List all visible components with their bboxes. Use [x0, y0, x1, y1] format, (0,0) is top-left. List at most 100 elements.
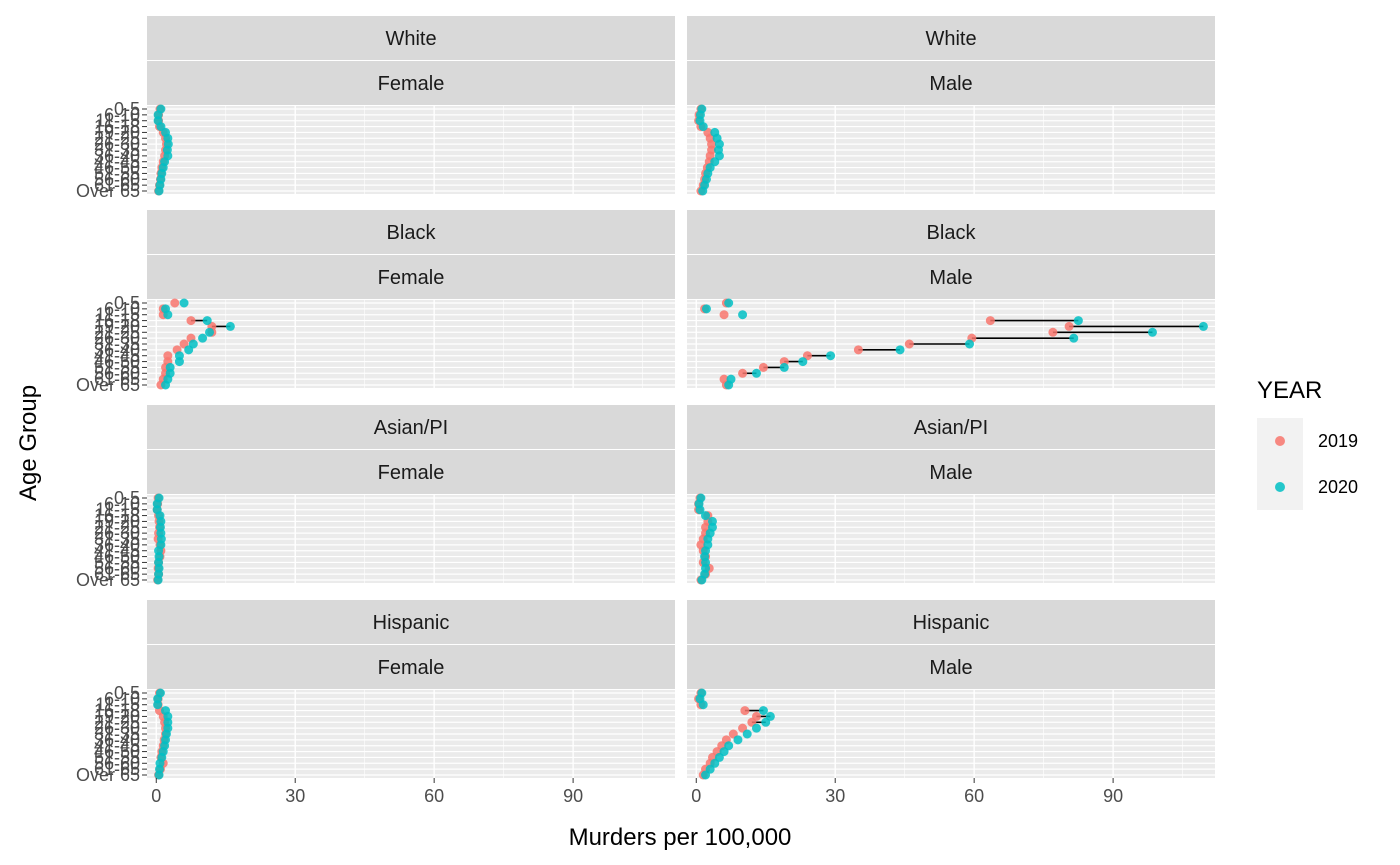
strip-race-label: Hispanic: [913, 612, 990, 634]
point-2020: [724, 298, 734, 308]
point-2020: [701, 304, 711, 314]
y-tick-label: 6-10: [104, 689, 140, 709]
x-tick-label: 90: [563, 786, 583, 806]
y-tick-label: 0-5: [114, 488, 140, 508]
y-tick-label: 41-45: [94, 346, 140, 366]
strip-race-label: Asian/PI: [914, 417, 988, 439]
point-2020: [701, 511, 711, 521]
y-tick-label: 41-45: [94, 152, 140, 172]
x-tick-label: 30: [285, 786, 305, 806]
legend-title: YEAR: [1257, 377, 1322, 404]
strip-sex: [687, 645, 1215, 689]
x-tick-label: 60: [964, 786, 984, 806]
x-tick-label: 60: [424, 786, 444, 806]
y-tick-label: 31-35: [94, 529, 140, 549]
y-tick-label: 0-5: [114, 99, 140, 119]
y-tick-label: 19-20: [94, 511, 140, 531]
strip-race: [147, 405, 675, 449]
strip-race-label: Black: [387, 222, 437, 244]
strip-sex-label: Female: [378, 267, 445, 289]
y-tick-label: 61-65: [94, 369, 140, 389]
point-2019: [985, 316, 995, 326]
point-2019: [853, 345, 863, 355]
y-tick-label: 61-65: [94, 564, 140, 584]
point-2020: [751, 368, 761, 378]
y-tick-label: 0-5: [114, 293, 140, 313]
y-tick-label: 56-60: [94, 363, 140, 383]
point-2019: [738, 368, 748, 378]
point-2020: [751, 723, 761, 733]
legend: YEAR 2019 2020: [1257, 377, 1358, 510]
point-2020: [697, 575, 707, 585]
y-tick-label: Over 65: [76, 765, 140, 785]
x-axis-title: Murders per 100,000: [569, 824, 792, 851]
y-tick-label: 51-55: [94, 357, 140, 377]
legend-marker-2019: [1275, 436, 1285, 446]
y-tick-label: 19-20: [94, 316, 140, 336]
y-tick-label: 6-10: [104, 299, 140, 319]
y-tick-label: 16-18: [94, 506, 140, 526]
strip-sex: [687, 450, 1215, 494]
y-tick-label: Over 65: [76, 181, 140, 201]
y-tick-label: 11-15: [95, 695, 140, 715]
y-tick-label: 21-25: [94, 322, 140, 342]
axes: 0-56-1011-1516-1819-2021-2526-3031-3536-…: [76, 99, 1123, 806]
point-2020: [205, 327, 215, 337]
point-2020: [154, 770, 164, 780]
x-tick-label: 0: [691, 786, 701, 806]
y-tick-label: 36-40: [94, 730, 140, 750]
strip-sex: [687, 255, 1215, 299]
strip-race: [687, 405, 1215, 449]
point-2020: [153, 700, 163, 710]
point-2020: [895, 345, 905, 355]
y-tick-label: 46-50: [94, 547, 140, 567]
y-tick-label: 11-15: [95, 500, 140, 520]
panel-black-female: Black Female: [147, 210, 675, 390]
y-tick-label: 36-40: [94, 340, 140, 360]
y-tick-label: 0-5: [114, 683, 140, 703]
point-2020: [826, 351, 836, 361]
panel-white-male: White Male: [687, 16, 1215, 196]
point-2020: [174, 357, 184, 367]
point-2020: [798, 357, 808, 367]
point-2020: [1147, 327, 1157, 337]
point-2019: [740, 706, 750, 716]
y-tick-label: 41-45: [94, 736, 140, 756]
y-axis-title: Age Group: [15, 385, 42, 501]
y-tick-label: 26-30: [94, 328, 140, 348]
point-2020: [698, 186, 708, 196]
point-2020: [225, 321, 235, 331]
y-tick-label: 36-40: [94, 146, 140, 166]
strip-race-label: Asian/PI: [374, 417, 448, 439]
strip-sex: [147, 61, 675, 105]
strip-race: [147, 600, 675, 644]
strip-sex-label: Female: [378, 73, 445, 95]
y-tick-label: 46-50: [94, 742, 140, 762]
legend-label-2020: 2020: [1318, 477, 1358, 497]
y-tick-label: 26-30: [94, 134, 140, 154]
point-2020: [761, 717, 771, 727]
point-2020: [701, 770, 711, 780]
point-2019: [1048, 327, 1058, 337]
strip-sex: [147, 255, 675, 299]
y-tick-label: 19-20: [94, 122, 140, 142]
y-tick-label: 56-60: [94, 753, 140, 773]
y-tick-label: 31-35: [94, 724, 140, 744]
strip-sex: [147, 645, 675, 689]
y-tick-label: 16-18: [94, 311, 140, 331]
y-tick-label: 21-25: [94, 517, 140, 537]
strip-race-label: White: [925, 28, 976, 50]
point-2020: [965, 339, 975, 349]
point-2020: [1073, 316, 1083, 326]
strip-sex: [147, 450, 675, 494]
x-tick-label: 90: [1103, 786, 1123, 806]
y-tick-label: 46-50: [94, 158, 140, 178]
point-2019: [719, 310, 729, 320]
point-2020: [161, 380, 171, 390]
panel-black-male: Black Male: [687, 210, 1215, 390]
y-tick-label: 6-10: [104, 105, 140, 125]
y-tick-label: 6-10: [104, 494, 140, 514]
y-tick-label: 36-40: [94, 535, 140, 555]
point-2020: [742, 729, 752, 739]
